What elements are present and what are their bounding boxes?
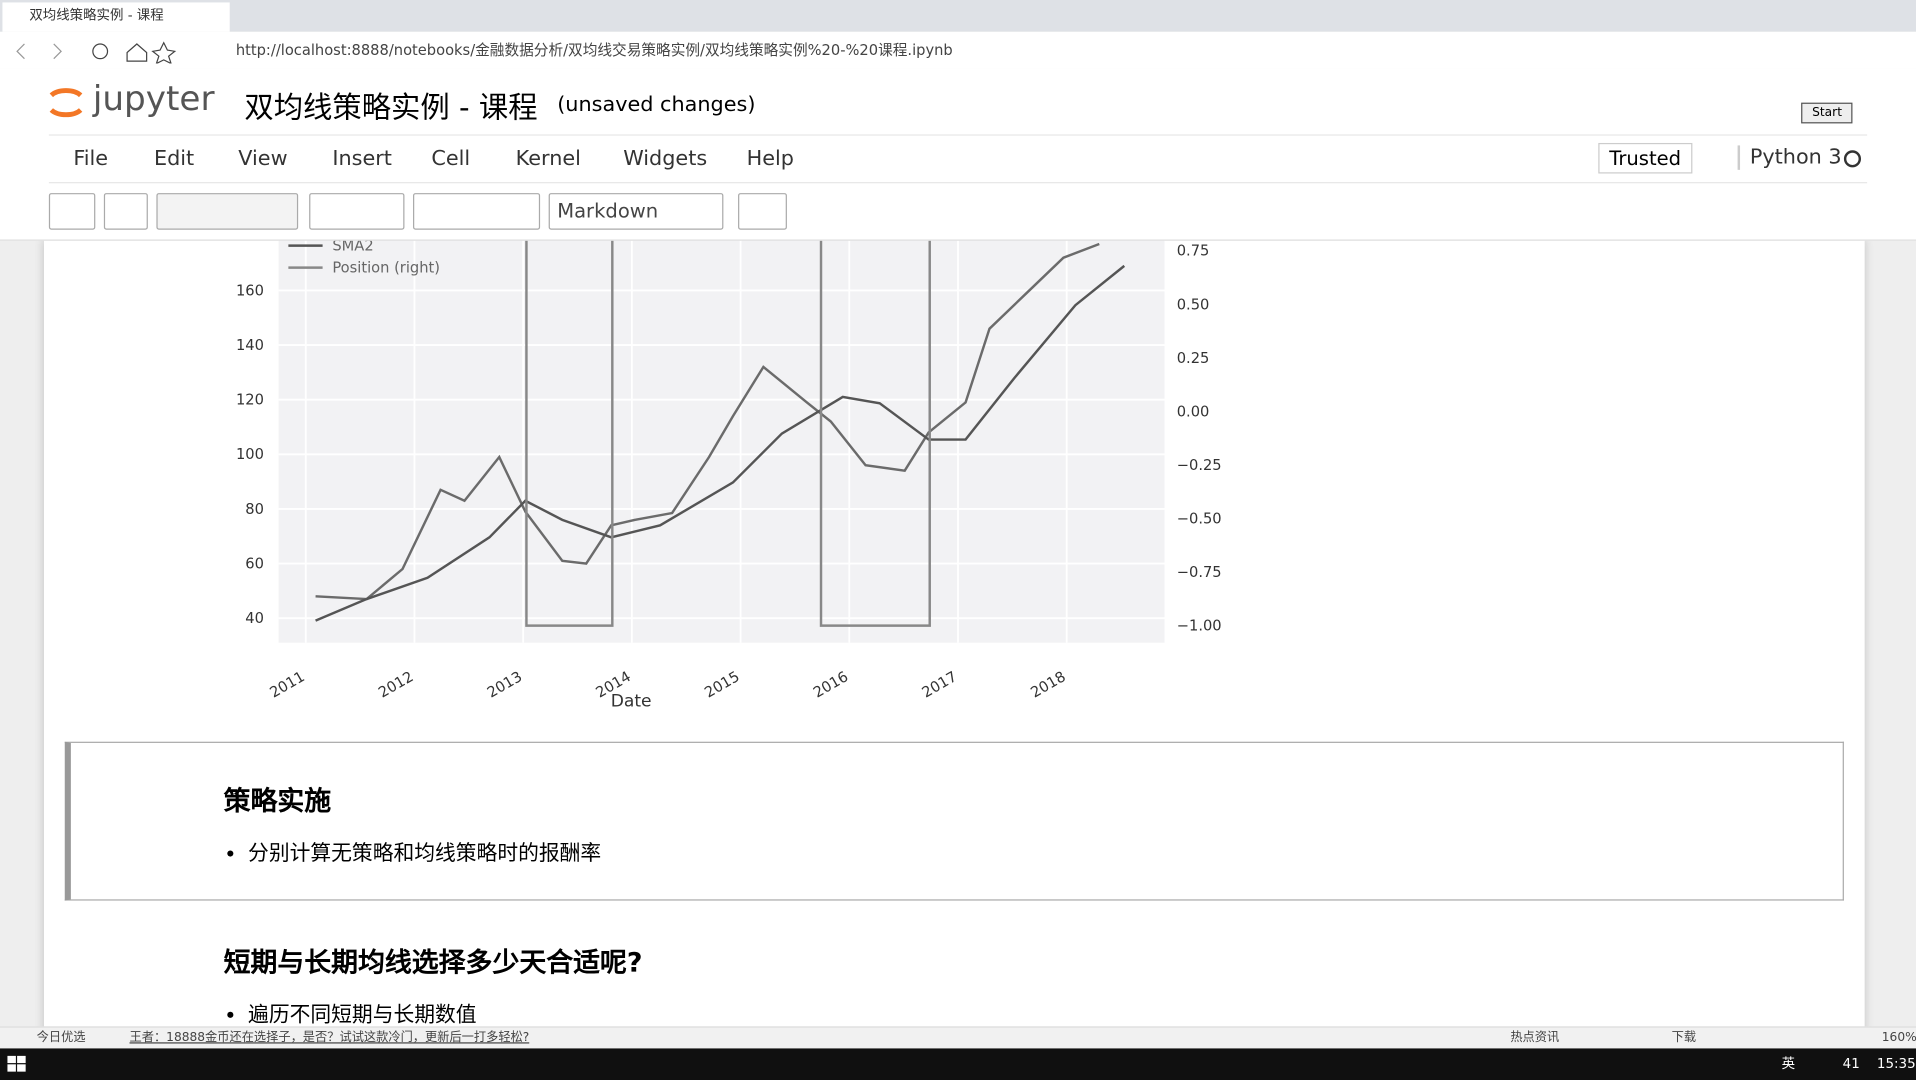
menu-item[interactable]: View xyxy=(238,146,288,172)
y-tick-label: 60 xyxy=(245,555,264,572)
bullet: 遍历不同短期与长期数值 xyxy=(248,997,642,1026)
chart: 40 60 80 100 120 140 160 −1.00 −0.75 −0.50 −0.25 0.… xyxy=(236,239,1222,711)
y-tick-label: 140 xyxy=(236,337,264,354)
y-tick-label: 40 xyxy=(245,610,264,627)
jupyter-header: jupyter 双均线策略实例 - 课程 (unsaved changes) S… xyxy=(0,68,1916,241)
plot-lines xyxy=(315,239,1126,627)
news-ticker[interactable]: 王者：18888金币还在选择子，是否？试试这款冷门，更新后一打多轻松? xyxy=(129,1031,530,1045)
status-text[interactable]: 今日优选 xyxy=(36,1031,86,1045)
markdown-cell[interactable]: 策略实施分别计算无策略和均线策略时的报酬率 xyxy=(64,741,1844,901)
y2-tick-label: −1.00 xyxy=(1177,617,1222,634)
y-tick-label: 160 xyxy=(236,282,264,299)
menubar: File Edit View Insert Cell Kernel Widgets Help … xyxy=(48,134,1868,184)
y2-tick-label: 0.50 xyxy=(1177,296,1210,313)
move-buttons[interactable] xyxy=(309,193,405,230)
url[interactable]: http://localhost:8888/notebooks/金融数据分析/双… xyxy=(235,41,953,59)
y2-tick-label: −0.75 xyxy=(1177,564,1222,581)
menu-item[interactable]: Kernel xyxy=(515,146,581,172)
kernel-indicator xyxy=(1843,150,1862,168)
trusted[interactable]: Trusted xyxy=(1598,142,1693,174)
notification-badge[interactable]: 41 xyxy=(1842,1055,1860,1072)
menu-item[interactable]: Insert xyxy=(332,146,392,172)
add-cell-button[interactable] xyxy=(103,193,148,230)
notebook-area: 40 60 80 100 120 140 160 −1.00 −0.75 −0.50 −0.25 0.… xyxy=(0,239,1916,1027)
series-line xyxy=(525,239,931,627)
cell-type-select[interactable]: Markdown xyxy=(548,193,724,230)
browser-tab[interactable]: 双均线策略实例 - 课程 xyxy=(2,2,230,32)
kernel-name: Python 3 xyxy=(1737,145,1842,170)
address-bar: http://localhost:8888/notebooks/金融数据分析/双… xyxy=(0,31,1916,69)
keyboard-button[interactable] xyxy=(738,193,787,230)
save-status: (unsaved changes) xyxy=(557,92,756,118)
cell-heading: 策略实施 xyxy=(223,786,332,818)
plot-area xyxy=(278,239,1165,643)
clock[interactable]: 15:35 xyxy=(1876,1055,1916,1072)
tab-strip: 双均线策略实例 - 课程 xyxy=(0,0,1916,32)
status-bar: 今日优选 王者：18888金币还在选择子，是否？试试这款冷门，更新后一打多轻松?… xyxy=(0,1026,1916,1050)
series-line xyxy=(315,264,1126,622)
zoom-level[interactable]: 160% xyxy=(1881,1031,1916,1045)
y2-tick-label: −0.25 xyxy=(1177,457,1222,474)
input-language[interactable]: 英 xyxy=(1781,1055,1796,1072)
cell-heading: 短期与长期均线选择多少天合适呢? xyxy=(223,948,643,979)
y-tick-label: 120 xyxy=(236,392,264,409)
y2-tick-label: 0.00 xyxy=(1177,403,1210,420)
start-button[interactable] xyxy=(7,1055,27,1073)
clipboard-buttons[interactable] xyxy=(156,193,299,230)
x-axis-label: Date xyxy=(611,691,652,711)
save-button[interactable] xyxy=(48,193,96,230)
status-text[interactable]: 下载 xyxy=(1671,1031,1697,1045)
jupyter-logo: jupyter xyxy=(49,79,216,119)
x-tick-label: 2016 xyxy=(810,668,851,701)
taskbar: 英 41 15:35 xyxy=(0,1048,1916,1080)
y2-tick-label: 0.75 xyxy=(1177,243,1210,260)
notebook-page: 40 60 80 100 120 140 160 −1.00 −0.75 −0.50 −0.25 0.… xyxy=(43,239,1865,1027)
svg-text:jupyter: jupyter xyxy=(92,79,216,119)
tooltip: Start xyxy=(1801,102,1853,124)
menu-item[interactable]: Widgets xyxy=(623,146,708,172)
status-text[interactable]: 热点资讯 xyxy=(1510,1031,1560,1045)
y-tick-label: 80 xyxy=(245,501,264,518)
menu-item[interactable]: Help xyxy=(746,146,794,172)
run-buttons[interactable] xyxy=(413,193,541,230)
legend-label: Position (right) xyxy=(332,259,440,276)
y-tick-label: 100 xyxy=(236,446,264,463)
x-tick-label: 2018 xyxy=(1028,668,1069,701)
nav-icons[interactable] xyxy=(10,39,193,64)
legend-label: SMA2 xyxy=(332,240,373,255)
y2-tick-label: −0.50 xyxy=(1177,510,1222,527)
x-tick-label: 2011 xyxy=(267,668,308,701)
menu-item[interactable]: File xyxy=(73,146,109,172)
series-line xyxy=(315,242,1100,601)
x-tick-label: 2012 xyxy=(376,668,417,701)
x-tick-label: 2013 xyxy=(484,668,525,701)
x-tick-label: 2017 xyxy=(919,668,960,701)
x-tick-label: 2015 xyxy=(702,668,743,701)
menu-item[interactable]: Cell xyxy=(431,146,471,172)
menu-item[interactable]: Edit xyxy=(153,146,195,172)
bullet: 分别计算无策略和均线策略时的报酬率 xyxy=(248,836,601,866)
notebook-title[interactable]: 双均线策略实例 - 课程 xyxy=(244,90,538,125)
y2-tick-label: 0.25 xyxy=(1177,350,1210,367)
